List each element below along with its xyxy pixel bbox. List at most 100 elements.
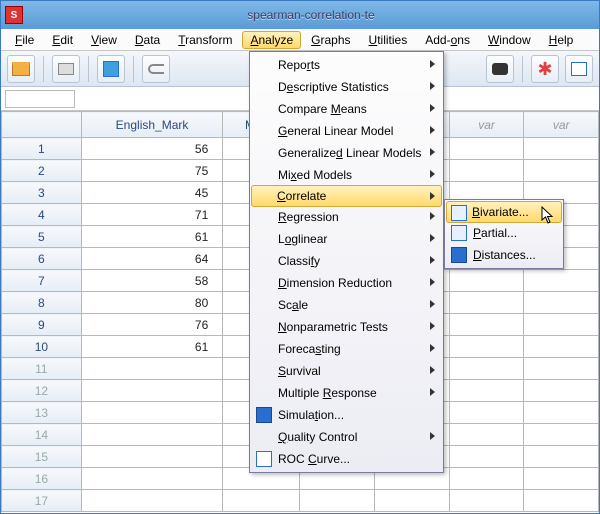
cell[interactable]: 76 <box>81 314 223 336</box>
menu-edit[interactable]: Edit <box>44 31 81 49</box>
analyze-item-regression[interactable]: Regression <box>252 206 441 228</box>
analyze-item-dimension-reduction[interactable]: Dimension Reduction <box>252 272 441 294</box>
menu-file[interactable]: File <box>7 31 42 49</box>
cell[interactable] <box>524 424 599 446</box>
cell[interactable] <box>449 160 524 182</box>
analyze-item-reports[interactable]: Reports <box>252 54 441 76</box>
cell[interactable] <box>524 314 599 336</box>
analyze-item-general-linear-model[interactable]: General Linear Model <box>252 120 441 142</box>
row-header[interactable]: 2 <box>2 160 82 182</box>
find-button[interactable] <box>486 55 514 83</box>
row-header[interactable]: 10 <box>2 336 82 358</box>
column-header-english_mark[interactable]: English_Mark <box>81 112 223 138</box>
open-button[interactable] <box>7 55 35 83</box>
row-header[interactable]: 14 <box>2 424 82 446</box>
undo-button[interactable] <box>142 55 170 83</box>
cell[interactable]: 56 <box>81 138 223 160</box>
cell[interactable] <box>449 138 524 160</box>
row-header[interactable]: 7 <box>2 270 82 292</box>
cell[interactable]: 61 <box>81 226 223 248</box>
data-view-button[interactable] <box>97 55 125 83</box>
analyze-item-nonparametric-tests[interactable]: Nonparametric Tests <box>252 316 441 338</box>
row-header[interactable]: 8 <box>2 292 82 314</box>
menu-transform[interactable]: Transform <box>170 31 240 49</box>
cell[interactable] <box>524 292 599 314</box>
menu-data[interactable]: Data <box>127 31 168 49</box>
cell[interactable] <box>449 424 524 446</box>
cell[interactable] <box>449 358 524 380</box>
cell[interactable] <box>81 490 223 512</box>
cell[interactable] <box>81 358 223 380</box>
cell[interactable]: 75 <box>81 160 223 182</box>
cell[interactable] <box>524 446 599 468</box>
analyze-item-survival[interactable]: Survival <box>252 360 441 382</box>
menu-analyze[interactable]: Analyze <box>242 31 301 49</box>
menu-utilities[interactable]: Utilities <box>361 31 416 49</box>
column-header-var[interactable]: var <box>449 112 524 138</box>
analyze-item-mixed-models[interactable]: Mixed Models <box>252 164 441 186</box>
cell[interactable] <box>524 160 599 182</box>
cell[interactable] <box>524 138 599 160</box>
cell[interactable] <box>524 380 599 402</box>
analyze-item-multiple-response[interactable]: Multiple Response <box>252 382 441 404</box>
cell[interactable] <box>449 336 524 358</box>
cell[interactable]: 61 <box>81 336 223 358</box>
analyze-item-scale[interactable]: Scale <box>252 294 441 316</box>
cell[interactable] <box>449 490 524 512</box>
cell[interactable] <box>524 490 599 512</box>
row-header[interactable]: 1 <box>2 138 82 160</box>
correlate-item-partial[interactable]: Partial... <box>447 222 561 244</box>
cell[interactable] <box>524 336 599 358</box>
cell[interactable] <box>81 380 223 402</box>
menu-help[interactable]: Help <box>541 31 582 49</box>
column-header-var[interactable]: var <box>524 112 599 138</box>
menu-view[interactable]: View <box>83 31 125 49</box>
cell[interactable] <box>449 314 524 336</box>
analyze-item-roc-curve[interactable]: ROC Curve... <box>252 448 441 470</box>
analyze-item-correlate[interactable]: Correlate <box>251 185 442 207</box>
analyze-item-loglinear[interactable]: Loglinear <box>252 228 441 250</box>
cell[interactable] <box>449 380 524 402</box>
cell[interactable] <box>449 468 524 490</box>
cell[interactable] <box>449 292 524 314</box>
select-cases-button[interactable] <box>565 55 593 83</box>
cell[interactable] <box>449 270 524 292</box>
print-button[interactable] <box>52 55 80 83</box>
cell[interactable]: 58 <box>81 270 223 292</box>
cell[interactable] <box>524 270 599 292</box>
analyze-item-descriptive-statistics[interactable]: Descriptive Statistics <box>252 76 441 98</box>
menu-graphs[interactable]: Graphs <box>303 31 358 49</box>
cell[interactable] <box>524 468 599 490</box>
row-header[interactable]: 5 <box>2 226 82 248</box>
cell[interactable]: 71 <box>81 204 223 226</box>
row-header[interactable]: 9 <box>2 314 82 336</box>
row-header[interactable]: 12 <box>2 380 82 402</box>
menu-add-ons[interactable]: Add-ons <box>417 31 478 49</box>
analyze-item-forecasting[interactable]: Forecasting <box>252 338 441 360</box>
cell[interactable] <box>81 468 223 490</box>
analyze-item-compare-means[interactable]: Compare Means <box>252 98 441 120</box>
row-header[interactable]: 17 <box>2 490 82 512</box>
row-header[interactable]: 16 <box>2 468 82 490</box>
menu-window[interactable]: Window <box>480 31 539 49</box>
row-header[interactable]: 3 <box>2 182 82 204</box>
correlate-item-distances[interactable]: Distances... <box>447 244 561 266</box>
analyze-item-classify[interactable]: Classify <box>252 250 441 272</box>
analyze-item-simulation[interactable]: Simulation... <box>252 404 441 426</box>
cell[interactable] <box>375 490 450 512</box>
cell[interactable] <box>300 490 375 512</box>
row-header[interactable]: 15 <box>2 446 82 468</box>
cell[interactable] <box>223 490 300 512</box>
cell[interactable] <box>524 402 599 424</box>
analyze-menu[interactable]: ReportsDescriptive StatisticsCompare Mea… <box>249 51 444 473</box>
row-header[interactable]: 13 <box>2 402 82 424</box>
cell[interactable] <box>81 446 223 468</box>
cell[interactable]: 64 <box>81 248 223 270</box>
cell[interactable] <box>449 402 524 424</box>
analyze-item-quality-control[interactable]: Quality Control <box>252 426 441 448</box>
row-header[interactable]: 11 <box>2 358 82 380</box>
cell[interactable] <box>81 402 223 424</box>
cell[interactable] <box>524 358 599 380</box>
row-header[interactable]: 6 <box>2 248 82 270</box>
analyze-item-generalized-linear-models[interactable]: Generalized Linear Models <box>252 142 441 164</box>
